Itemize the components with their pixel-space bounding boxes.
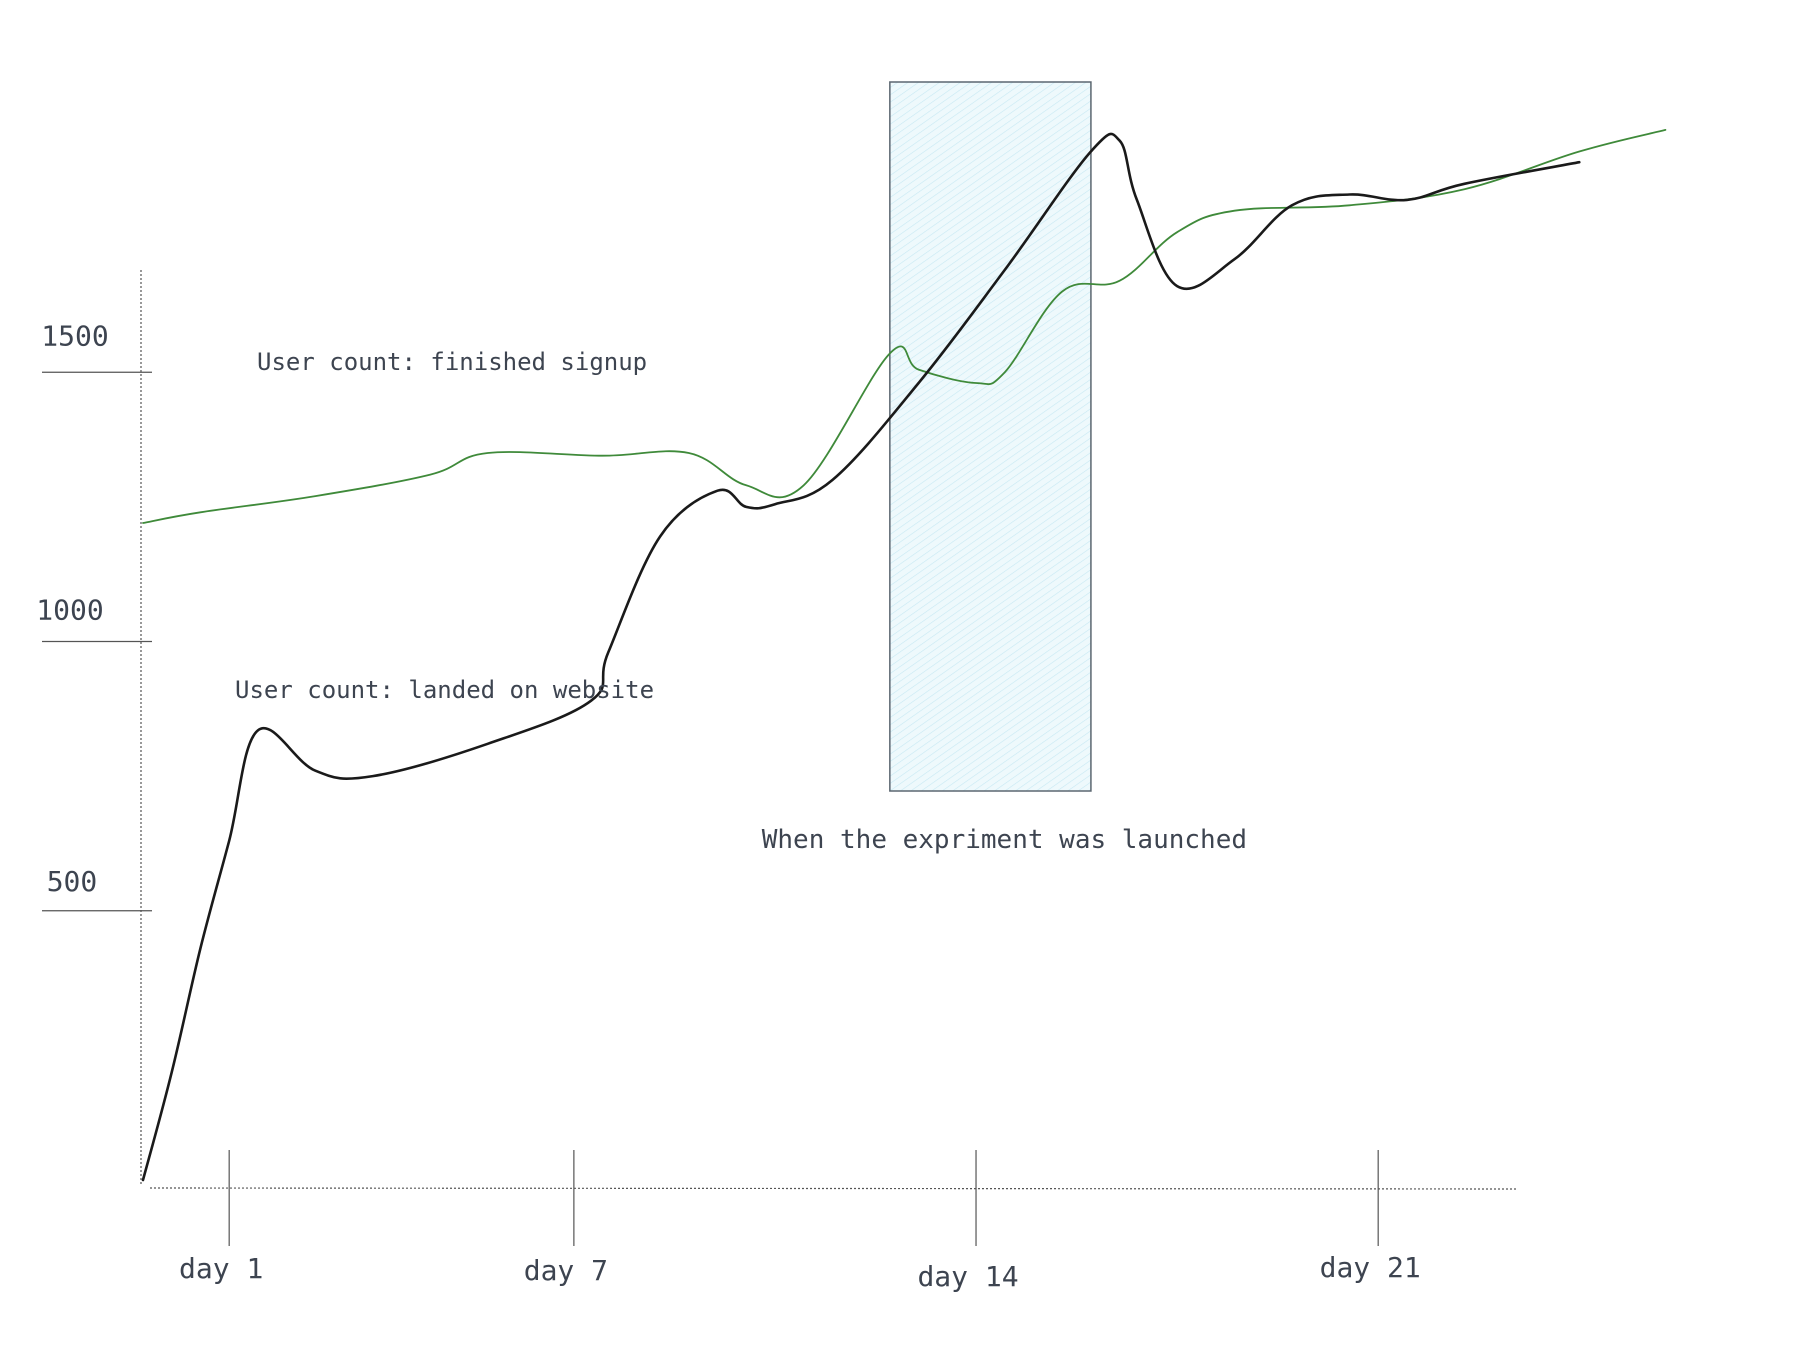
series-layer <box>141 129 1667 1182</box>
x-tick-label: day 21 <box>1320 1251 1421 1284</box>
experiment-annotation-label: When the expriment was launched <box>762 825 1247 855</box>
series-label-finished-signup: User count: finished signup <box>257 348 647 376</box>
series-line-finished-signup <box>142 129 1667 524</box>
x-axis-line <box>149 1187 1519 1190</box>
x-tick-label: day 14 <box>917 1260 1018 1293</box>
x-tick-label: day 1 <box>179 1252 263 1285</box>
y-tick-label: 500 <box>47 865 98 898</box>
series-label-landed-on-website: User count: landed on website <box>235 676 654 704</box>
y-tick-label: 1000 <box>36 594 103 627</box>
experiment-highlight-region <box>889 81 1092 792</box>
x-ticks: day 1 day 7 day 14 day 21 <box>179 1150 1421 1293</box>
annotation-layer: When the expriment was launched <box>762 81 1247 855</box>
y-tick-label: 1500 <box>41 319 108 352</box>
y-ticks: 500 1000 1500 <box>36 319 152 912</box>
series-line-landed-on-website <box>141 132 1581 1182</box>
axes <box>140 270 1519 1190</box>
x-tick-label: day 7 <box>524 1254 608 1287</box>
